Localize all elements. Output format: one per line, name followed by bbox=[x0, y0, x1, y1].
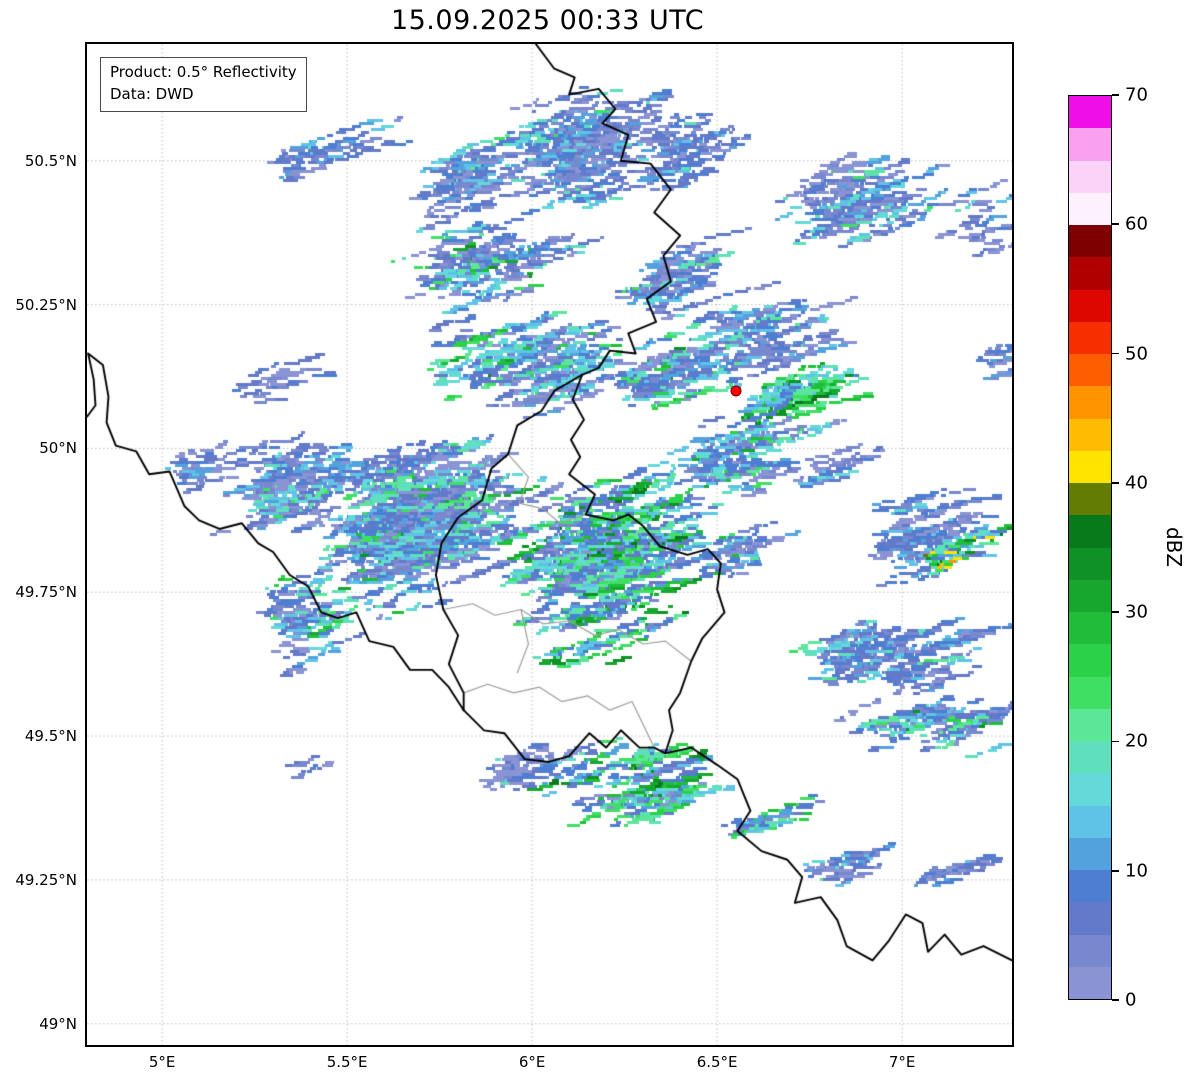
figure-title: 15.09.2025 00:33 UTC bbox=[390, 5, 705, 36]
map-plot: Product: 0.5° Reflectivity Data: DWD 50.… bbox=[15, 42, 1014, 1071]
colorbar-segment bbox=[1069, 579, 1111, 612]
colorbar-tick-label: 30 bbox=[1125, 601, 1148, 623]
colorbar-segment bbox=[1069, 902, 1111, 935]
colorbar-tick bbox=[1112, 482, 1119, 484]
lon-tick-label: 6°E bbox=[518, 1053, 546, 1071]
colorbar-segment bbox=[1069, 257, 1111, 290]
radar-map-canvas bbox=[87, 44, 1012, 1045]
colorbar-segment bbox=[1069, 773, 1111, 806]
info-box: Product: 0.5° Reflectivity Data: DWD bbox=[100, 57, 307, 112]
colorbar-segment bbox=[1069, 321, 1111, 354]
colorbar-label: dBZ bbox=[1162, 526, 1186, 568]
colorbar-segment bbox=[1069, 192, 1111, 225]
colorbar-segment bbox=[1069, 289, 1111, 322]
colorbar-segment bbox=[1069, 934, 1111, 967]
colorbar-tick bbox=[1112, 611, 1119, 613]
lat-tick-label: 50.25°N bbox=[15, 295, 77, 314]
colorbar-tick bbox=[1112, 999, 1119, 1001]
colorbar-tick-label: 10 bbox=[1125, 860, 1148, 882]
colorbar-segment bbox=[1069, 160, 1111, 193]
colorbar-segment bbox=[1069, 354, 1111, 387]
colorbar-tick-label: 40 bbox=[1125, 472, 1148, 494]
lat-tick-label: 49.25°N bbox=[15, 870, 77, 889]
info-data-line: Data: DWD bbox=[110, 84, 194, 103]
colorbar-tick-label: 70 bbox=[1125, 84, 1148, 106]
lon-tick-label: 7°E bbox=[888, 1053, 916, 1071]
colorbar-tick bbox=[1112, 352, 1119, 355]
radar-site-marker bbox=[730, 385, 742, 397]
colorbar-segment bbox=[1069, 483, 1111, 516]
colorbar bbox=[1068, 95, 1112, 1000]
colorbar-tick-label: 50 bbox=[1125, 343, 1148, 365]
info-product-line: Product: 0.5° Reflectivity bbox=[110, 63, 297, 81]
colorbar-segment bbox=[1069, 870, 1111, 903]
colorbar-segment bbox=[1069, 96, 1111, 129]
colorbar-segment bbox=[1069, 676, 1111, 709]
colorbar-tick-label: 60 bbox=[1125, 213, 1148, 235]
colorbar-segment bbox=[1069, 128, 1111, 161]
colorbar-segment bbox=[1069, 837, 1111, 870]
colorbar-segment bbox=[1069, 386, 1111, 419]
colorbar-tick bbox=[1112, 869, 1119, 872]
colorbar-tick bbox=[1112, 740, 1119, 743]
lon-tick-label: 6.5°E bbox=[696, 1053, 738, 1071]
colorbar-segment bbox=[1069, 708, 1111, 741]
lat-tick-label: 50°N bbox=[39, 439, 77, 458]
lat-tick-label: 49.5°N bbox=[24, 727, 77, 746]
colorbar-segment bbox=[1069, 225, 1111, 258]
colorbar-segment bbox=[1069, 805, 1111, 838]
lat-tick-label: 50.5°N bbox=[24, 151, 77, 170]
colorbar-segment bbox=[1069, 515, 1111, 548]
colorbar-segment bbox=[1069, 612, 1111, 645]
colorbar-tick bbox=[1112, 223, 1119, 226]
colorbar-segment bbox=[1069, 644, 1111, 677]
colorbar-tick-label: 20 bbox=[1125, 730, 1148, 752]
lon-tick-label: 5.5°E bbox=[326, 1053, 368, 1071]
colorbar-tick-label: 0 bbox=[1125, 989, 1137, 1011]
lat-tick-label: 49.75°N bbox=[15, 583, 77, 602]
colorbar-segment bbox=[1069, 418, 1111, 451]
lon-tick-label: 5°E bbox=[148, 1053, 176, 1071]
colorbar-segment bbox=[1069, 547, 1111, 580]
colorbar-tick bbox=[1112, 94, 1119, 96]
colorbar-segment bbox=[1069, 966, 1111, 999]
colorbar-segment bbox=[1069, 450, 1111, 483]
colorbar-segment bbox=[1069, 741, 1111, 774]
lat-tick-label: 49°N bbox=[39, 1014, 77, 1033]
